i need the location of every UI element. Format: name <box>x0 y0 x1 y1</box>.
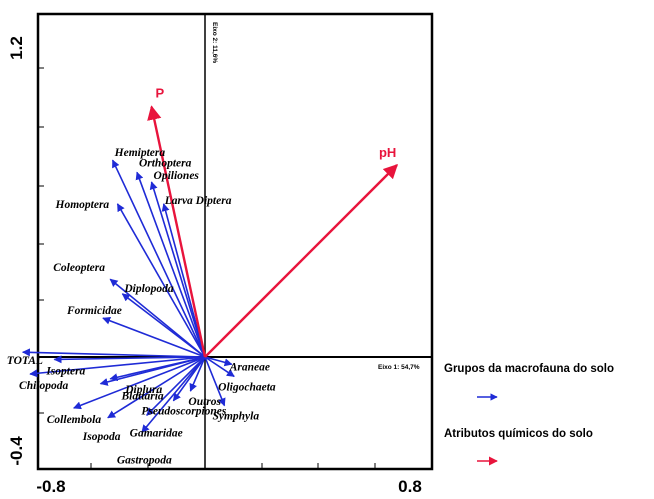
species-label: Diplura <box>124 384 162 396</box>
species-arrow <box>111 159 206 358</box>
y-tick-label-top: 1.2 <box>7 36 26 60</box>
env-arrow <box>147 105 207 358</box>
species-arrow <box>121 293 206 358</box>
legend-env-label: Atributos químicos do solo <box>444 428 593 440</box>
species-arrow <box>21 348 206 358</box>
species-arrow <box>73 356 206 410</box>
axis1-note: Eixo 1: 54,7% <box>378 364 420 371</box>
legend-species-label: Grupos da macrofauna do solo <box>444 363 614 375</box>
species-label: Symphyla <box>212 411 259 423</box>
species-arrow <box>204 356 226 407</box>
species-arrow <box>29 356 206 378</box>
plot-frame <box>36 12 434 471</box>
species-label: Coleoptera <box>53 262 105 274</box>
legend: Grupos da macrofauna do solo Atributos q… <box>444 363 614 466</box>
env-arrows-group <box>147 105 398 358</box>
species-label: Pseudoscorpiones <box>141 406 227 418</box>
species-arrow <box>146 356 206 416</box>
species-arrow <box>107 356 206 419</box>
env-labels-group: PpH <box>156 86 397 160</box>
species-label: Blattaria <box>121 391 164 403</box>
species-label: Orthoptera <box>139 157 192 169</box>
species-arrow <box>204 356 235 378</box>
species-label: Araneae <box>229 361 270 373</box>
species-arrow <box>161 203 206 358</box>
species-label: Isoptera <box>45 365 85 377</box>
x-tick-label-left: -0.8 <box>36 477 65 496</box>
species-arrow <box>149 181 206 358</box>
species-arrow <box>99 356 206 386</box>
plot-frame-group <box>36 12 434 471</box>
species-label: Formicidae <box>66 305 122 317</box>
species-arrow <box>53 355 206 364</box>
species-label: Homoptera <box>55 199 110 211</box>
y-tick-label-bottom: -0.4 <box>7 436 26 466</box>
env-label: pH <box>379 145 396 160</box>
species-arrow <box>116 203 206 358</box>
species-arrow <box>204 356 233 367</box>
species-label: Gastropoda <box>117 454 172 466</box>
species-arrow <box>102 316 206 358</box>
species-label: Diplopoda <box>123 283 173 295</box>
species-label: Larva Diptera <box>164 195 232 207</box>
species-label: Opiliones <box>154 170 200 182</box>
species-label: TOTAL <box>7 355 43 367</box>
species-label: Isopoda <box>82 431 121 443</box>
env-arrow <box>204 164 398 358</box>
species-label: Collembola <box>47 414 102 426</box>
x-tick-label-right: 0.8 <box>398 477 422 496</box>
species-arrow <box>135 171 206 358</box>
axis2-note: Eixo 2: 11,6% <box>211 22 218 63</box>
species-label: Chilopoda <box>19 380 68 392</box>
species-arrows-group <box>21 159 235 433</box>
species-arrow <box>141 356 206 433</box>
env-label: P <box>156 86 165 101</box>
species-label: Outros <box>188 396 221 408</box>
species-label: Oligochaeta <box>218 381 276 393</box>
species-arrow <box>189 356 206 392</box>
species-label: Hemiptera <box>114 147 166 159</box>
species-label: Gamaridae <box>130 427 183 439</box>
